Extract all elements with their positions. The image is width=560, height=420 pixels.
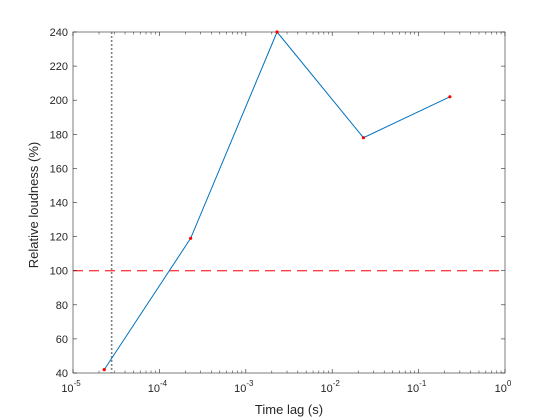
x-tick-label: 10-1	[407, 379, 427, 395]
data-point	[275, 30, 279, 34]
x-tick-label: 10-2	[321, 379, 341, 395]
data-point	[448, 95, 452, 99]
y-tick-label: 60	[56, 334, 68, 346]
y-tick-label: 100	[50, 266, 68, 278]
x-tick-label: 100	[495, 379, 512, 395]
y-tick-label: 140	[50, 198, 68, 210]
x-axis-label: Time lag (s)	[255, 402, 323, 417]
y-tick-label: 40	[56, 368, 68, 380]
x-tick-label: 10-5	[61, 379, 81, 395]
y-axis-label: Relative loudness (%)	[26, 142, 41, 268]
y-axis-ticks: 40 60 80 100 120 140 160 180 200 220 240	[50, 27, 505, 380]
y-tick-label: 200	[50, 95, 68, 107]
x-tick-label: 10-3	[234, 379, 254, 395]
x-axis-ticks: 10-5 10-4 10-3 10-2 10-1 100	[61, 32, 512, 395]
y-tick-label: 180	[50, 129, 68, 141]
plot-area	[72, 30, 506, 374]
y-tick-label: 160	[50, 163, 68, 175]
data-point	[361, 136, 366, 140]
y-tick-label: 80	[56, 300, 68, 312]
data-point	[102, 367, 106, 372]
y-tick-label: 220	[50, 61, 68, 73]
axes-box	[72, 31, 506, 374]
x-tick-label: 10-4	[148, 379, 168, 395]
y-tick-label: 120	[50, 232, 68, 244]
y-tick-label: 240	[50, 27, 68, 39]
data-point	[189, 236, 193, 240]
